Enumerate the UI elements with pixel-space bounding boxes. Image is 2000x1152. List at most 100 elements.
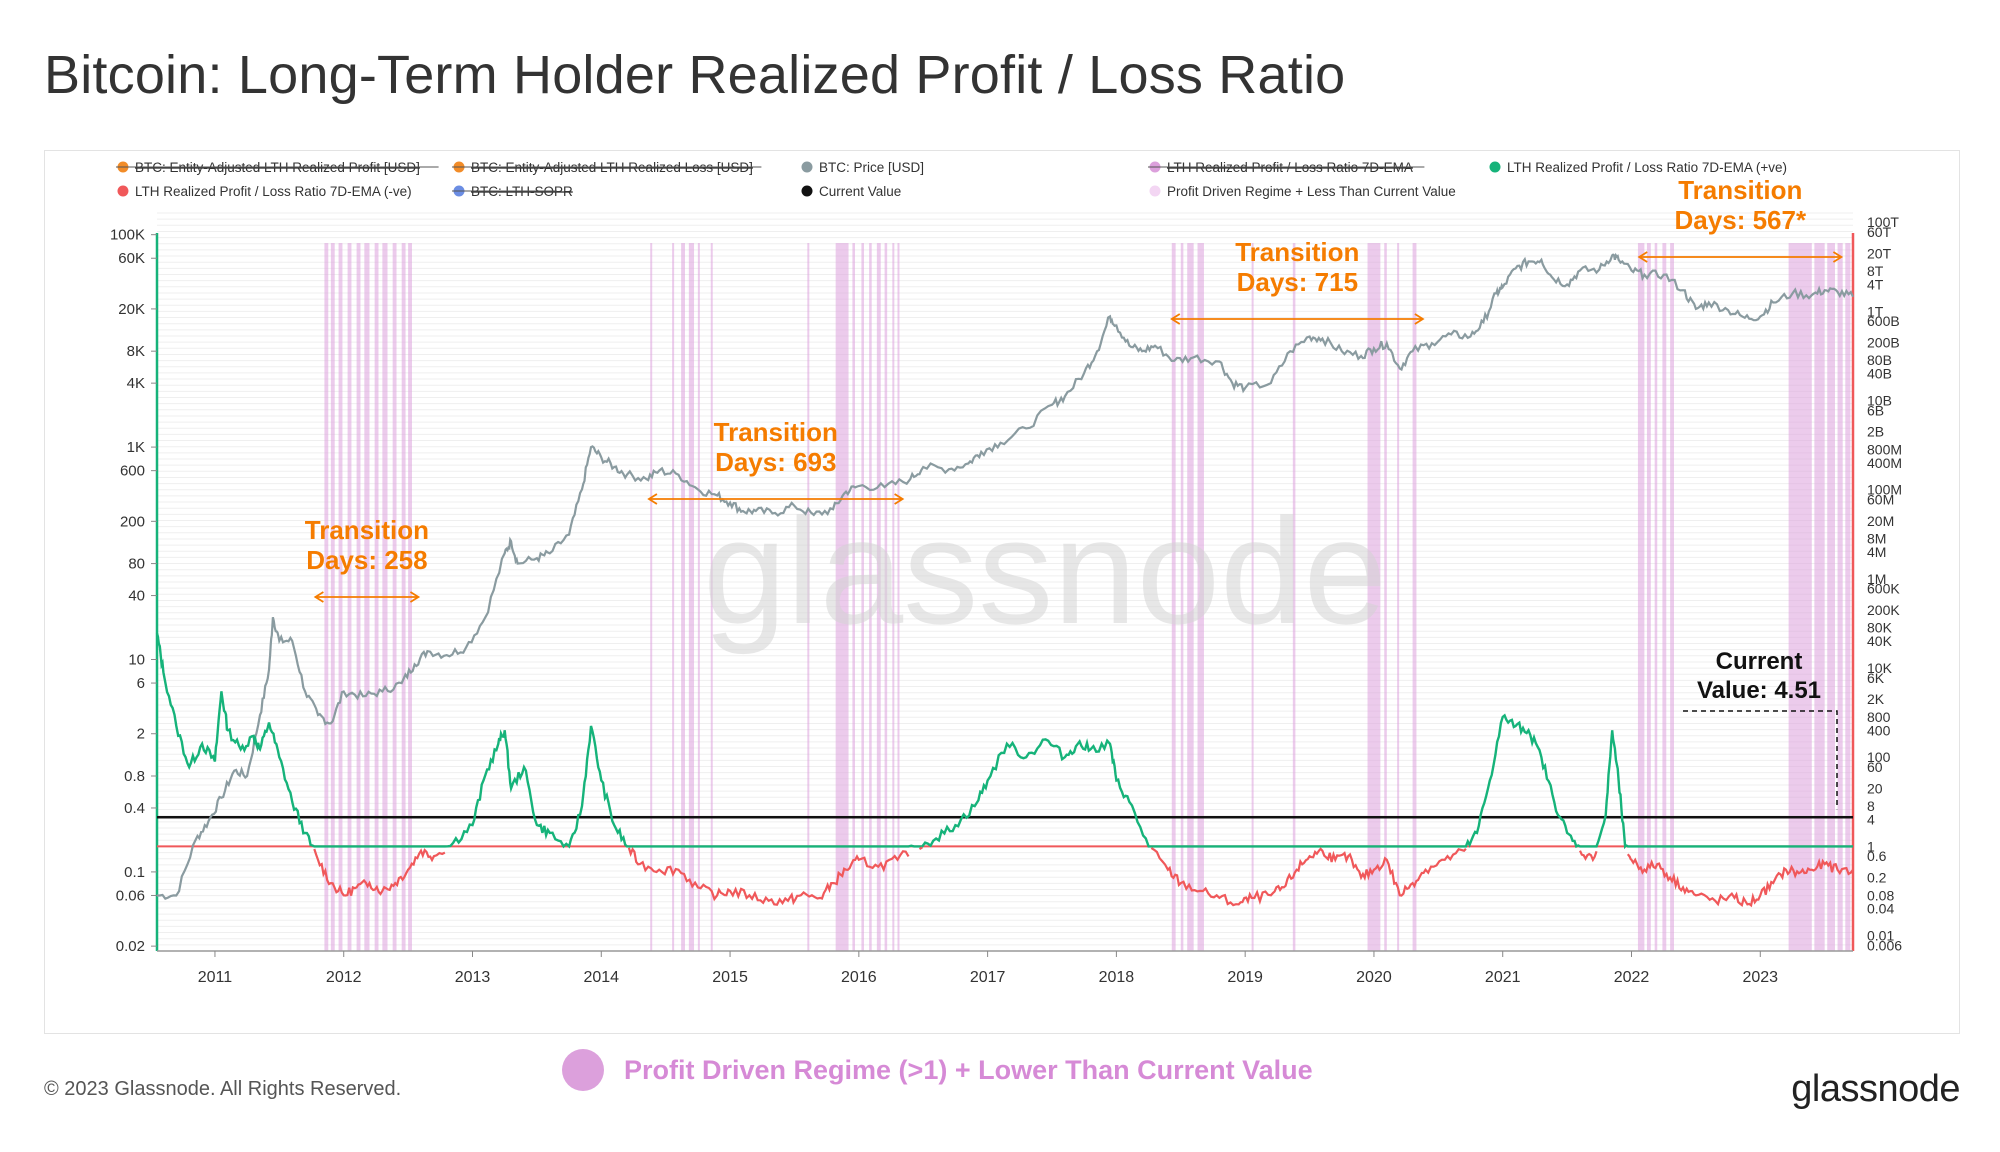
legend-item-label: LTH Realized Profit / Loss Ratio 7D-EMA … [135, 184, 412, 199]
right-tick-label: 60T [1867, 224, 1892, 240]
regime-band [1654, 243, 1658, 951]
x-tick-label: 2020 [1356, 969, 1392, 986]
x-tick-label: 2018 [1099, 969, 1135, 986]
legend-swatch [117, 185, 129, 197]
left-tick-label: 40 [128, 588, 145, 605]
regime-band [1367, 243, 1381, 951]
right-tick-label: 60 [1867, 759, 1883, 775]
left-tick-label: 80 [128, 556, 145, 573]
left-tick-label: 600 [120, 463, 145, 480]
current-value-label-line1: Current [1716, 648, 1803, 675]
right-tick-label: 600K [1867, 581, 1900, 597]
transition-arrow-head-right [1414, 313, 1425, 325]
regime-band [1187, 243, 1194, 951]
transition-annotation-line1: Transition [1678, 175, 1802, 205]
regime-legend-swatch [562, 1049, 604, 1091]
transition-annotation-line2: Days: 258 [306, 545, 427, 575]
regime-band [650, 243, 653, 951]
regime-band [1251, 243, 1254, 951]
transition-arrow-head-left [1637, 251, 1648, 263]
regime-band [688, 243, 695, 951]
right-tick-label: 1T [1867, 303, 1884, 319]
left-tick-label: 2 [137, 726, 145, 743]
right-tick-label: 4M [1867, 544, 1886, 560]
brand-logo: glassnode [1791, 1068, 1960, 1110]
legend-swatch [801, 185, 813, 197]
left-tick-label: 20K [118, 301, 145, 318]
current-value-label-line2: Value: 4.51 [1697, 677, 1821, 704]
transition-annotation-line2: Days: 567* [1675, 205, 1807, 235]
right-tick-label: 8 [1867, 798, 1875, 814]
right-tick-label: 400M [1867, 455, 1902, 471]
regime-band [1637, 243, 1645, 951]
regime-band [1845, 243, 1851, 951]
legend-item-label: Profit Driven Regime + Less Than Current… [1167, 184, 1456, 199]
legend-swatch [801, 161, 813, 173]
regime-band [1384, 243, 1387, 951]
left-tick-label: 0.06 [116, 887, 145, 904]
left-tick-label: 10 [128, 651, 145, 668]
right-tick-label: 0.2 [1867, 870, 1887, 886]
x-tick-label: 2013 [455, 969, 491, 986]
right-tick-label: 20M [1867, 513, 1894, 529]
right-tick-label: 6B [1867, 402, 1884, 418]
ratio-positive-line [155, 632, 1853, 850]
legend-swatch [1149, 185, 1161, 197]
right-tick-label: 2B [1867, 424, 1884, 440]
transition-annotation-line1: Transition [305, 515, 429, 545]
price-series-line [157, 252, 1854, 901]
right-tick-label: 20 [1867, 780, 1883, 796]
x-tick-label: 2021 [1485, 969, 1521, 986]
legend-item-label: LTH Realized Profit / Loss Ratio 7D-EMA … [1507, 160, 1787, 175]
right-tick-label: 40B [1867, 366, 1892, 382]
left-tick-label: 100K [110, 227, 145, 244]
regime-band [672, 243, 675, 951]
right-tick-label: 100M [1867, 482, 1902, 498]
chart-frame: glassnode 100K 60K 20K 8K 4K 1K 600 200 80 40 10 6 2… [44, 150, 1960, 1034]
regime-band [835, 243, 849, 951]
axes: 100K 60K 20K 8K 4K 1K 600 200 80 40 10 6 2 0.8 0.4 0.1 0… [110, 214, 1902, 986]
left-tick-label: 0.02 [116, 938, 145, 955]
right-tick-label: 800M [1867, 441, 1902, 457]
right-tick-label: 40K [1867, 633, 1893, 649]
x-tick-label: 2015 [712, 969, 748, 986]
transition-annotation-line1: Transition [1235, 237, 1359, 267]
regime-band [1837, 243, 1843, 951]
regime-band [1197, 243, 1204, 951]
legend-item-label: BTC: Price [USD] [819, 160, 924, 175]
regime-band [1397, 243, 1400, 951]
right-tick-label: 200K [1867, 602, 1900, 618]
legend-item-label: Current Value [819, 184, 901, 199]
transition-annotation-line2: Days: 715 [1237, 267, 1358, 297]
transition-arrow-head-left [647, 493, 658, 505]
right-tick-label: 200B [1867, 334, 1900, 350]
left-tick-label: 0.8 [124, 768, 145, 785]
regime-legend: Profit Driven Regime (>1) + Lower Than C… [562, 1048, 1313, 1092]
regime-band [1646, 243, 1651, 951]
legend: BTC: Entity-Adjusted LTH Realized Profit… [116, 160, 1787, 199]
transition-arrow-head-right [894, 493, 905, 505]
transition-annotation-line2: Days: 693 [715, 447, 836, 477]
right-tick-label: 0.006 [1867, 937, 1902, 953]
x-tick-label: 2014 [583, 969, 619, 986]
right-tick-label: 80B [1867, 352, 1892, 368]
left-tick-label: 60K [118, 250, 145, 267]
regime-band [1670, 243, 1674, 951]
right-tick-label: 8M [1867, 531, 1886, 547]
regime-band [681, 243, 685, 951]
left-tick-label: 1K [127, 439, 145, 456]
chart-svg: glassnode 100K 60K 20K 8K 4K 1K 600 200 80 40 10 6 2… [110, 160, 1902, 986]
x-tick-label: 2011 [198, 969, 233, 986]
x-tick-label: 2017 [970, 969, 1006, 986]
regime-band [1180, 243, 1184, 951]
x-tick-label: 2019 [1227, 969, 1263, 986]
regime-band [1788, 243, 1812, 951]
right-tick-label: 600B [1867, 313, 1900, 329]
regime-band [1412, 243, 1417, 951]
regime-band [892, 243, 895, 951]
left-tick-label: 8K [127, 343, 145, 360]
regime-band [884, 243, 888, 951]
right-tick-label: 20T [1867, 245, 1892, 261]
regime-band [1814, 243, 1825, 951]
